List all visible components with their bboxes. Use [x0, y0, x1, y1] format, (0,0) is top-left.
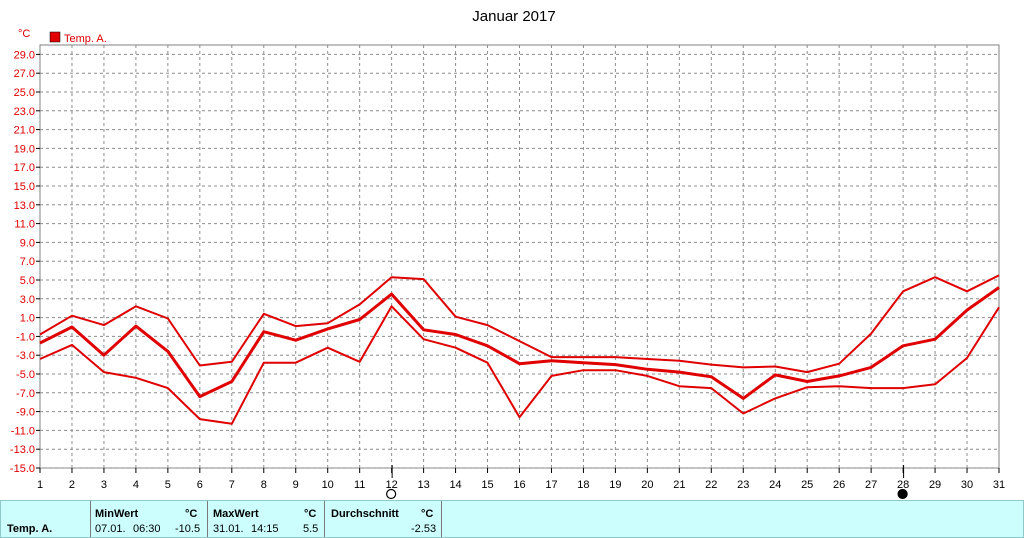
series-line-mean	[39, 286, 1000, 400]
x-tick-label: 30	[961, 479, 973, 491]
y-axis: 29.0 27.0 25.0 23.0 21.0 19.0 17.0 15.0 13.0 11.0…	[10, 49, 40, 475]
x-tick-label: 8	[261, 479, 267, 491]
x-tick-label: 20	[641, 479, 653, 491]
y-tick-label: 11.0	[14, 219, 35, 231]
y-tick-label: 9.0	[20, 237, 35, 249]
x-tick-label: 4	[133, 479, 139, 491]
x-tick-label: 22	[705, 479, 717, 491]
x-tick-label: 29	[929, 479, 941, 491]
x-tick-label: 2	[69, 479, 75, 491]
series-line-min	[39, 305, 1000, 425]
x-tick-label: 5	[165, 479, 171, 491]
x-tick-label: 9	[293, 479, 299, 491]
y-tick-label: -1.0	[16, 331, 35, 343]
x-tick-label: 21	[673, 479, 685, 491]
y-tick-label: 15.0	[14, 181, 35, 193]
y-tick-label: 19.0	[14, 143, 35, 155]
y-tick-label: 1.0	[20, 313, 35, 325]
x-tick-label: 1	[37, 479, 43, 491]
y-tick-label: -11.0	[11, 425, 35, 437]
y-tick-label: 13.0	[14, 200, 35, 212]
y-tick-label: -15.0	[10, 463, 35, 475]
stats-row-label: Temp. A.	[7, 523, 53, 535]
max-value: 5.5	[303, 523, 319, 535]
max-time: 14:15	[251, 523, 279, 535]
max-header: MaxWert	[213, 508, 259, 520]
x-tick-label: 11	[354, 479, 365, 491]
y-tick-label: -13.0	[10, 444, 35, 456]
divider	[441, 501, 442, 537]
y-tick-label: 5.0	[20, 275, 35, 287]
y-unit-label: °C	[18, 28, 30, 40]
x-tick-label: 10	[322, 479, 334, 491]
divider	[324, 501, 325, 537]
y-tick-label: 3.0	[20, 294, 35, 306]
statistics-table: Temp. A. MinWert °C 07.01. 06:30 -10.5 M…	[0, 500, 1024, 538]
y-tick-label: 29.0	[14, 49, 35, 61]
min-date: 07.01.	[95, 523, 126, 535]
avg-header: Durchschnitt	[331, 508, 399, 520]
x-tick-label: 12	[386, 479, 398, 491]
y-tick-label: 27.0	[14, 68, 35, 80]
x-tick-label: 23	[737, 479, 749, 491]
x-tick-label: 13	[417, 479, 429, 491]
x-tick-label: 28	[897, 479, 909, 491]
series-lines	[39, 274, 1000, 425]
y-tick-label: -9.0	[16, 407, 35, 419]
x-tick-label: 25	[801, 479, 813, 491]
x-tick-label: 31	[993, 479, 1005, 491]
y-tick-label: 25.0	[14, 87, 35, 99]
min-value: -10.5	[175, 523, 201, 535]
y-tick-label: -7.0	[16, 388, 35, 400]
x-tick-label: 24	[769, 479, 781, 491]
x-tick-label: 17	[545, 479, 557, 491]
y-tick-label: -3.0	[16, 350, 35, 362]
y-tick-label: -5.0	[16, 369, 35, 381]
y-tick-label: 21.0	[14, 125, 35, 137]
x-tick-label: 26	[833, 479, 845, 491]
x-tick-label: 18	[577, 479, 589, 491]
new-moon-icon	[897, 488, 908, 500]
x-tick-label: 14	[449, 479, 461, 491]
max-unit: °C	[304, 508, 317, 520]
min-time: 06:30	[133, 523, 161, 535]
avg-unit: °C	[421, 508, 434, 520]
divider	[90, 501, 91, 537]
y-tick-label: 23.0	[14, 106, 35, 118]
x-tick-label: 27	[865, 479, 877, 491]
avg-value: -2.53	[411, 523, 437, 535]
x-tick-label: 19	[609, 479, 621, 491]
moon-markers	[386, 465, 908, 500]
y-tick-label: 17.0	[14, 162, 35, 174]
divider	[207, 501, 208, 537]
x-tick-label: 7	[229, 479, 235, 491]
min-unit: °C	[185, 508, 198, 520]
x-tick-label: 6	[197, 479, 203, 491]
series-line-max	[39, 274, 1000, 374]
x-tick-label: 15	[481, 479, 493, 491]
full-moon-icon	[386, 488, 397, 500]
temperature-chart: 29.027.025.023.021.019.017.015.013.011.0…	[10, 8, 1005, 500]
min-header: MinWert	[95, 508, 139, 520]
grid	[40, 45, 999, 469]
legend-swatch	[49, 31, 61, 43]
chart-title: Januar 2017	[472, 8, 555, 25]
x-tick-label: 16	[513, 479, 525, 491]
x-tick-label: 3	[101, 479, 107, 491]
max-date: 31.01.	[213, 523, 244, 535]
legend-label: Temp. A.	[64, 33, 107, 45]
x-axis: 1 2 3 4 5 6 7 8 9 10 11 12 13 14 15 16 17 18 19 20 21 22 23 24 2…	[37, 468, 1005, 491]
y-tick-label: 7.0	[20, 256, 35, 268]
